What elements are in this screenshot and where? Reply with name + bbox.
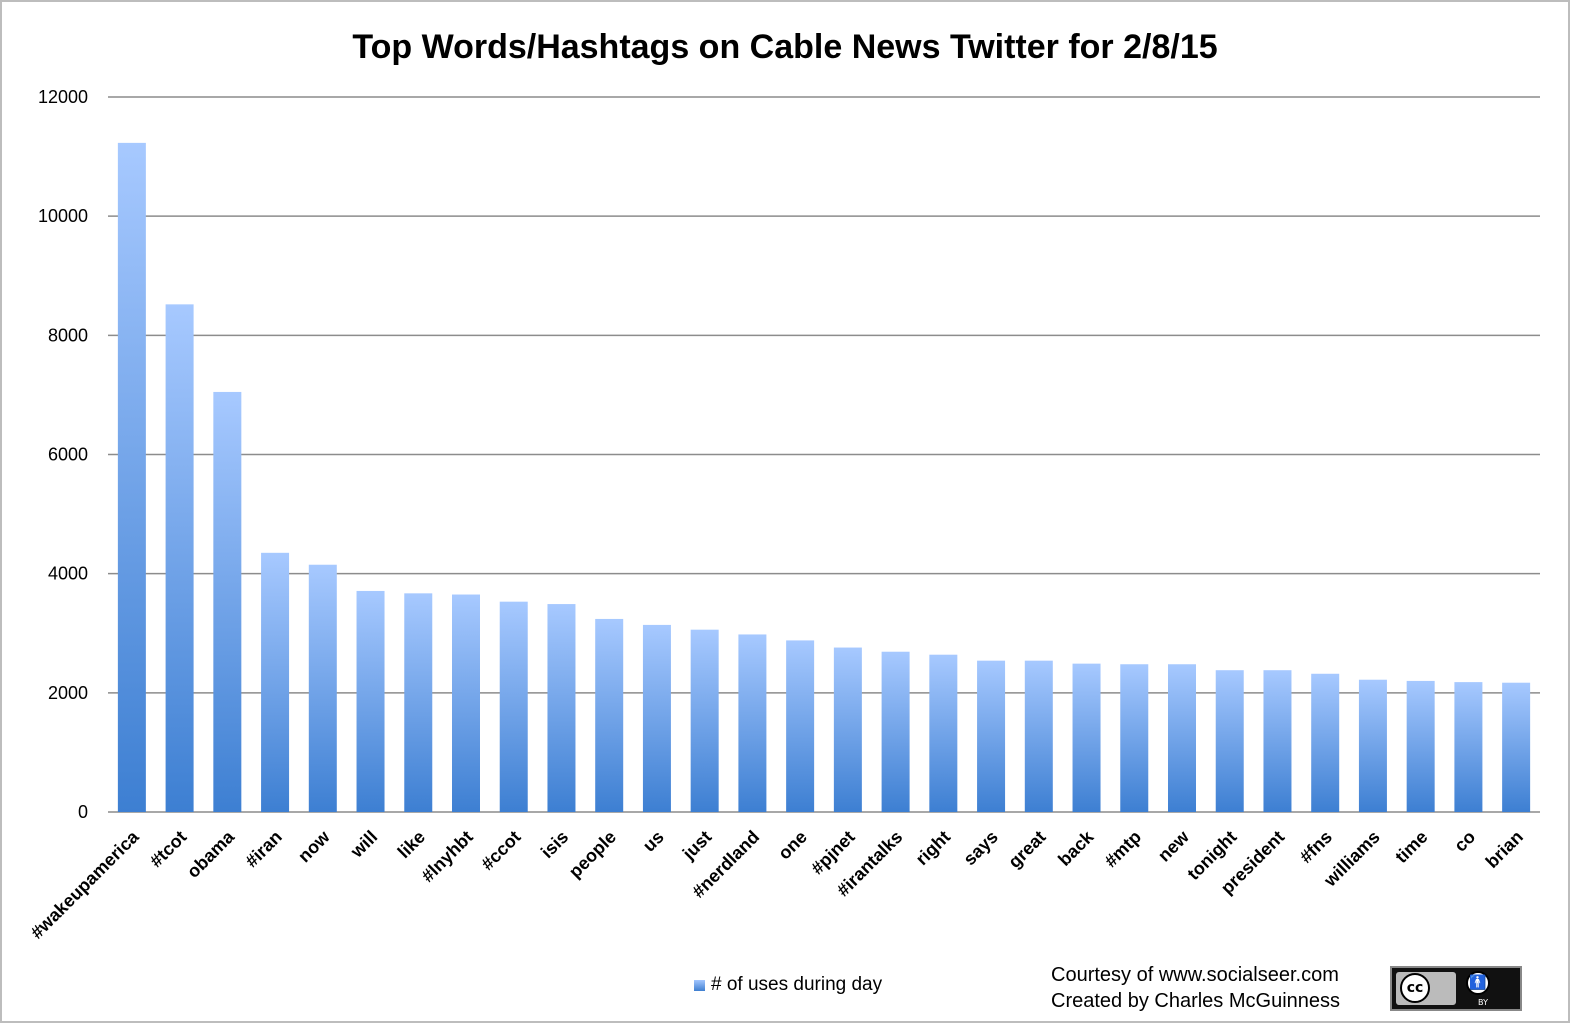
bar-says: [977, 660, 1006, 812]
x-tick-label: #wakeupamerica: [27, 826, 144, 943]
bar-back: [1072, 663, 1101, 812]
y-tick-label: 12000: [38, 87, 88, 107]
bar-us: [642, 624, 671, 812]
bar-hash-mtp: [1120, 664, 1149, 812]
bar-co: [1454, 682, 1483, 812]
bar-one: [786, 640, 815, 812]
x-tick-label: #ccot: [477, 827, 524, 874]
credit-block: Courtesy of www.socialseer.com Created b…: [1051, 962, 1340, 1014]
y-tick-label: 8000: [48, 325, 88, 345]
x-tick-label: #lnyhbt: [417, 827, 476, 886]
bar-right: [929, 654, 958, 812]
x-tick-label: back: [1054, 826, 1098, 870]
x-tick-label: isis: [537, 827, 572, 862]
x-tick-label: obama: [183, 826, 239, 882]
y-tick-label: 2000: [48, 683, 88, 703]
credit-line-2: Created by Charles McGuinness: [1051, 990, 1341, 1012]
bar-new: [1168, 664, 1196, 812]
bar-brian: [1502, 682, 1531, 812]
creative-commons-badge[interactable]: cc 🚹 BY: [1390, 966, 1522, 1011]
bar-obama: [213, 391, 242, 812]
bar-hash-nerdland: [738, 634, 767, 812]
y-tick-label: 6000: [48, 445, 88, 465]
x-tick-label: #mtp: [1101, 827, 1146, 872]
x-tick-label: us: [639, 827, 668, 856]
x-tick-label: now: [294, 826, 334, 866]
bar-president: [1263, 670, 1292, 812]
by-label: BY: [1478, 998, 1488, 1007]
x-tick-label: co: [1450, 827, 1479, 856]
y-tick-label: 10000: [38, 206, 88, 226]
bar-like: [404, 593, 433, 812]
legend-label: # of uses during day: [711, 974, 883, 995]
bar-hash-tcot: [165, 304, 194, 812]
x-tick-label: will: [346, 827, 381, 862]
bar-tonight: [1215, 670, 1244, 812]
bar-hash-lnyhbt: [452, 594, 480, 812]
chart-title: Top Words/Hashtags on Cable News Twitter…: [352, 28, 1218, 66]
cc-logo-panel: cc: [1396, 972, 1456, 1005]
bar-just: [690, 629, 719, 812]
bar-hash-wakeupamerica: [117, 142, 146, 813]
x-tick-label: like: [394, 827, 429, 862]
x-tick-label: brian: [1482, 827, 1527, 872]
x-tick-label: time: [1391, 827, 1431, 867]
bar-great: [1024, 660, 1053, 812]
bar-hash-ccot: [499, 601, 528, 812]
bar-hash-iran: [261, 552, 290, 812]
bar-williams: [1358, 679, 1387, 812]
person-icon: 🚹: [1466, 971, 1490, 995]
x-tick-label: right: [912, 827, 954, 869]
x-tick-label: just: [678, 827, 715, 864]
x-tick-label: great: [1004, 827, 1049, 872]
credit-line-1: Courtesy of www.socialseer.com: [1051, 964, 1339, 986]
bar-will: [356, 590, 385, 812]
legend: # of uses during day: [694, 974, 882, 996]
bar-people: [595, 618, 624, 812]
bar-hash-fns: [1311, 673, 1340, 812]
x-tick-label: says: [959, 827, 1001, 869]
x-tick-label: #tcot: [146, 827, 191, 872]
x-tick-label: #iran: [241, 827, 286, 872]
cc-icon: cc: [1400, 973, 1430, 1003]
bar-hash-irantalks: [881, 651, 910, 812]
x-tick-label: new: [1154, 826, 1194, 866]
y-tick-label: 4000: [48, 564, 88, 584]
x-tick-label: people: [565, 827, 620, 882]
bar-time: [1406, 680, 1435, 812]
legend-swatch: [694, 979, 705, 991]
bar-now: [308, 564, 337, 812]
x-tick-label: one: [774, 827, 811, 864]
bar-isis: [547, 604, 576, 812]
y-tick-label: 0: [78, 802, 88, 822]
bar-hash-pjnet: [833, 647, 862, 812]
x-tick-label: #fns: [1296, 827, 1336, 867]
